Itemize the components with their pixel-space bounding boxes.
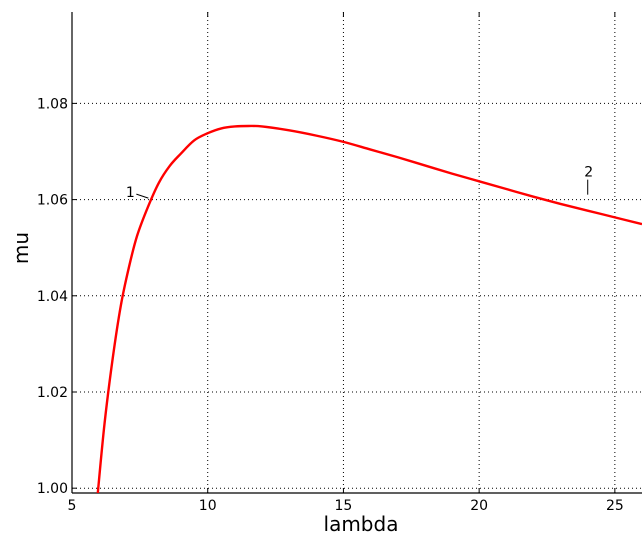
series-line-0	[96, 124, 642, 493]
annotation-label-2: 2	[584, 165, 593, 181]
series-layer	[96, 124, 642, 493]
annotation-label-1: 1	[126, 185, 135, 201]
x-tick-label-3: 20	[470, 498, 488, 514]
x-tick-label-0: 5	[68, 498, 77, 514]
grid	[72, 12, 642, 493]
x-axis-label: lambda	[324, 512, 399, 534]
x-tick-label-2: 15	[335, 498, 353, 514]
axes	[71, 12, 642, 494]
y-tick-label-4: 1.08	[37, 96, 68, 112]
annotation-leader-1	[136, 193, 149, 199]
y-tick-label-2: 1.04	[37, 289, 68, 305]
y-tick-label-3: 1.06	[37, 193, 68, 209]
y-axis-label: mu	[9, 232, 33, 264]
annotations: 12	[126, 165, 593, 201]
y-tick-label-1: 1.02	[37, 385, 68, 401]
x-tick-label-1: 10	[199, 498, 217, 514]
y-tick-label-0: 1.00	[37, 481, 68, 497]
ticks: 5 10 15 20 25 1.00 1.02 1.04 1.06 1.08	[37, 12, 624, 514]
x-tick-label-4: 25	[606, 498, 624, 514]
